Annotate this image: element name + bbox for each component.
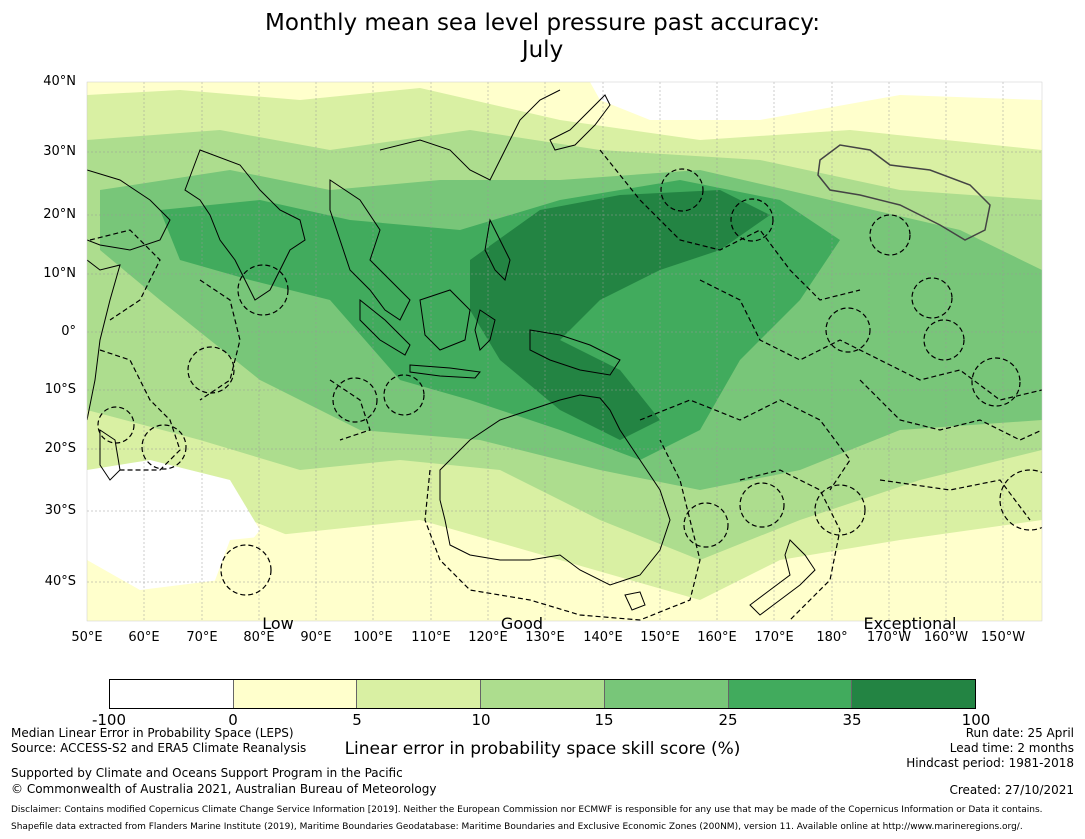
lat-label-20s: 20°S: [44, 441, 76, 456]
colorbar-tick: 0: [228, 711, 238, 729]
lon-label-140e: 140°E: [583, 630, 623, 645]
india-coast: [184, 149, 306, 301]
colorbar-segment: [852, 680, 976, 708]
footer-support: Supported by Climate and Oceans Support …: [11, 766, 403, 780]
africa-coast: [87, 259, 121, 421]
eez-boundaries: [89, 149, 1042, 621]
lon-label-170w: 170°W: [866, 630, 912, 645]
hawaii-ring: [817, 144, 991, 241]
shade-level-6: [470, 190, 770, 440]
lon-label-80e: 80°E: [243, 630, 275, 645]
page-title: Monthly mean sea level pressure past acc…: [265, 10, 820, 36]
footer-method: Median Linear Error in Probability Space…: [11, 726, 294, 740]
lat-label-10s: 10°S: [44, 382, 76, 397]
colorbar-tick: 100: [961, 711, 991, 729]
borneo-coast: [419, 289, 471, 351]
footer-source: Source: ACCESS-S2 and ERA5 Climate Reana…: [11, 741, 307, 755]
colorbar-tick: -100: [91, 711, 127, 729]
page-subtitle: July: [521, 37, 564, 63]
footer-hindcast: Hindcast period: 1981-2018: [906, 756, 1074, 770]
madagascar-coast: [99, 429, 121, 481]
lon-label-50e: 50°E: [71, 630, 103, 645]
lon-label-170e: 170°E: [754, 630, 794, 645]
se-asia-coast: [329, 179, 411, 321]
shade-level-0-south: [87, 460, 260, 590]
new-guinea-coast: [529, 329, 621, 376]
footer-shapefile-credit: Shapefile data extracted from Flanders M…: [11, 822, 1023, 832]
colorbar-segment: [604, 680, 729, 708]
lat-label-20n: 20°N: [43, 207, 76, 222]
map-frame: [86, 81, 1043, 622]
lon-label-100e: 100°E: [353, 630, 393, 645]
lon-label-160w: 160°W: [923, 630, 969, 645]
sumatra-coast: [359, 298, 411, 356]
lon-label-70e: 70°E: [186, 630, 218, 645]
new-zealand-coast: [749, 539, 816, 616]
colorbar-tick: 10: [471, 711, 491, 729]
lon-label-130e: 130°E: [525, 630, 565, 645]
sulawesi-coast: [474, 309, 496, 351]
colorbar-segment: [357, 680, 482, 708]
java-coast: [409, 364, 481, 379]
footer-created: Created: 27/10/2021: [949, 783, 1074, 797]
eez-circles: [97, 168, 1042, 596]
colorbar-segment: [110, 680, 234, 708]
colorbar-tick: 5: [352, 711, 362, 729]
colorbar-label: Linear error in probability space skill …: [344, 739, 741, 759]
shade-level-0-north: [590, 82, 1042, 120]
lat-label-30s: 30°S: [44, 503, 76, 518]
category-label-good: Good: [500, 614, 544, 633]
lon-label-90e: 90°E: [300, 630, 332, 645]
tasmania-coast: [624, 591, 646, 611]
lon-label-110e: 110°E: [411, 630, 451, 645]
footer-disclaimer: Disclaimer: Contains modified Copernicus…: [11, 805, 1043, 815]
china-coast: [379, 89, 561, 181]
lon-label-180: 180°: [816, 630, 848, 645]
footer-copyright: © Commonwealth of Australia 2021, Austra…: [11, 782, 437, 796]
lat-label-40n: 40°N: [43, 74, 76, 89]
japan-coast: [549, 94, 611, 151]
colorbar-segment: [481, 680, 605, 708]
colorbar-tick: 35: [842, 711, 862, 729]
lat-label-10n: 10°N: [43, 266, 76, 281]
category-label-exceptional: Exceptional: [863, 614, 957, 633]
philippines-coast: [484, 218, 511, 281]
lon-label-160e: 160°E: [697, 630, 737, 645]
footer-run-date: Run date: 25 April: [965, 726, 1074, 740]
shade-level-1-south: [200, 520, 760, 621]
lon-label-150w: 150°W: [980, 630, 1026, 645]
category-label-low: Low: [262, 614, 294, 633]
coastlines: [87, 89, 991, 616]
skill-shading: [87, 82, 1042, 621]
lon-label-60e: 60°E: [128, 630, 160, 645]
lat-label-0: 0°: [61, 324, 76, 339]
graticule: [87, 82, 1042, 621]
colorbar-segment: [233, 680, 358, 708]
colorbar: [109, 679, 976, 709]
footer-lead-time: Lead time: 2 months: [949, 741, 1074, 755]
arabia-coast: [87, 169, 171, 251]
colorbar-tick: 15: [594, 711, 614, 729]
lat-label-40s: 40°S: [44, 574, 76, 589]
australia-coast: [439, 394, 671, 586]
colorbar-tick: 25: [718, 711, 738, 729]
lon-label-150e: 150°E: [640, 630, 680, 645]
lon-label-120e: 120°E: [468, 630, 508, 645]
lat-label-30n: 30°N: [43, 144, 76, 159]
colorbar-segment: [728, 680, 853, 708]
